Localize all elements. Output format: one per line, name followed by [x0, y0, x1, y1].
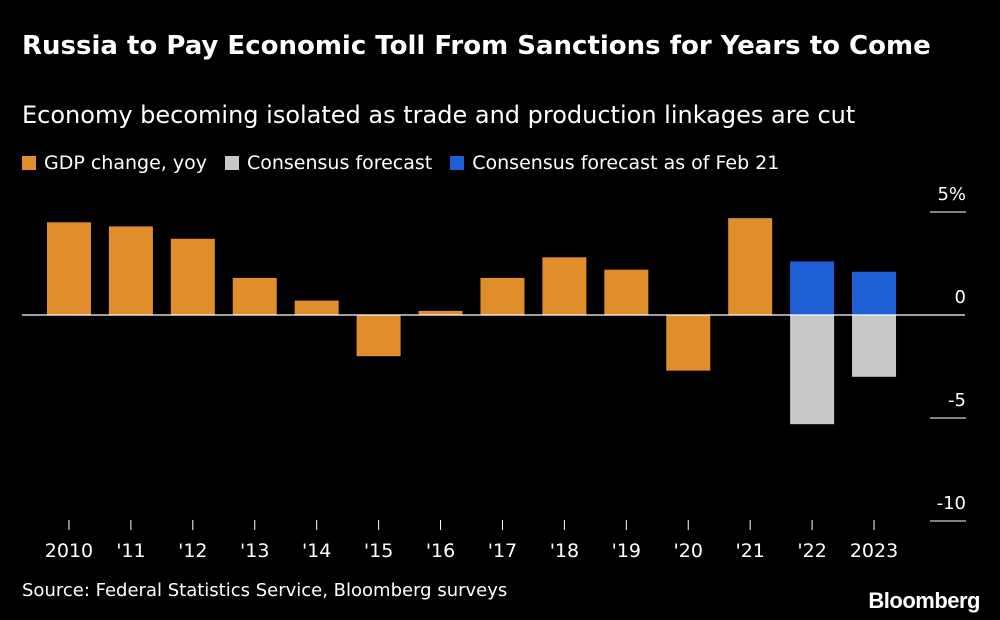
legend-item: Consensus forecast — [224, 152, 433, 174]
x-tick-label: '18 — [550, 540, 579, 562]
chart-title: Russia to Pay Economic Toll From Sanctio… — [22, 31, 931, 61]
x-tick-label: '19 — [612, 540, 641, 562]
bar — [418, 310, 463, 315]
bar — [604, 269, 649, 315]
bar — [170, 238, 215, 315]
bar — [480, 277, 525, 315]
source-note: Source: Federal Statistics Service, Bloo… — [22, 580, 508, 601]
bar — [852, 271, 897, 315]
legend-item: GDP change, yoy — [22, 152, 207, 174]
x-tick-label: '16 — [426, 540, 455, 562]
bar — [356, 315, 401, 357]
x-tick-label: '14 — [302, 540, 331, 562]
x-tick-label: '12 — [178, 540, 207, 562]
x-tick-label: '21 — [735, 540, 764, 562]
bar — [542, 257, 587, 315]
x-tick-label: 2023 — [850, 540, 898, 562]
legend-swatch — [450, 156, 465, 170]
x-tick-label: '20 — [674, 540, 703, 562]
x-tick-label: '17 — [488, 540, 517, 562]
bar — [852, 315, 897, 377]
y-tick-label: 5% — [937, 184, 966, 205]
x-tick-label: '22 — [797, 540, 826, 562]
bar — [790, 315, 835, 425]
chart-legend: GDP change, yoy Consensus forecast Consens… — [22, 150, 797, 176]
bar — [108, 226, 153, 315]
legend-swatch — [22, 156, 36, 170]
x-tick-label: '11 — [116, 540, 145, 562]
x-tick-label: 2010 — [45, 540, 93, 562]
x-tick-label: '13 — [240, 540, 269, 562]
bar — [46, 222, 91, 315]
legend-item: Consensus forecast as of Feb 21 — [450, 152, 779, 174]
y-tick-label: -5 — [948, 390, 966, 411]
legend-label: GDP change, yoy — [44, 152, 207, 174]
legend-label: Consensus forecast as of Feb 21 — [472, 152, 780, 174]
y-tick-label: 0 — [955, 287, 966, 308]
bar — [728, 218, 773, 315]
bloomberg-logo: Bloomberg — [868, 588, 980, 613]
bar — [790, 261, 835, 315]
chart-subtitle: Economy becoming isolated as trade and p… — [22, 101, 856, 129]
bar — [294, 300, 339, 315]
x-tick-label: '15 — [364, 540, 393, 562]
legend-label: Consensus forecast — [246, 152, 433, 174]
y-tick-label: -10 — [937, 493, 966, 514]
bar — [232, 277, 277, 315]
legend-swatch — [224, 156, 239, 170]
bar — [666, 315, 711, 371]
